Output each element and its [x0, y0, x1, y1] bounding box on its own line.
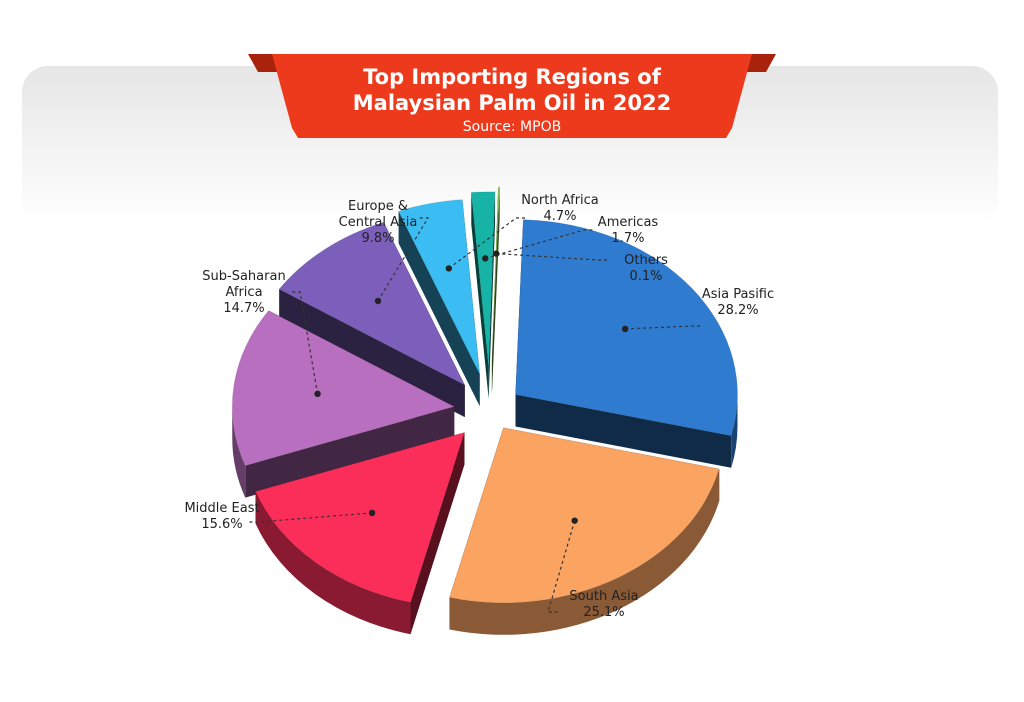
header-card	[22, 66, 998, 226]
slice-wall-europe-central-asia-start	[279, 289, 465, 418]
pie-slice-sub-saharan-africa[interactable]	[231, 309, 456, 467]
slice-side-sub-saharan-africa	[232, 406, 246, 498]
leader-line-north-africa	[448, 217, 526, 269]
title-banner: Top Importing Regions of Malaysian Palm …	[248, 54, 776, 138]
slice-value-north-africa: 4.7%	[543, 209, 576, 224]
slice-label-sub-saharan-africa-line1: Sub-Saharan	[202, 269, 285, 284]
pie-slice-europe-central-asia[interactable]	[278, 221, 466, 387]
leader-lines	[248, 217, 702, 613]
chart-source: Source: MPOB	[463, 119, 561, 135]
leader-dot-others	[493, 250, 500, 257]
leader-line-europe-central-asia	[377, 217, 430, 302]
slice-value-middle-east: 15.6%	[201, 517, 242, 532]
chart-title-line2: Malaysian Palm Oil in 2022	[353, 91, 671, 115]
banner-fold-left	[248, 54, 278, 72]
leader-dot-north-africa	[445, 265, 453, 272]
leader-dot-middle-east	[368, 509, 376, 517]
leader-dot-asia-pasific	[621, 325, 629, 333]
leader-dot-sub-saharan-africa	[314, 390, 321, 398]
slice-label-americas: Americas	[598, 215, 659, 230]
slice-label-asia-pasific: Asia Pasific	[702, 287, 774, 302]
slice-wall-others-end	[491, 187, 500, 395]
slice-wall-middle-east-start	[410, 432, 465, 635]
slice-wall-sub-saharan-africa-start	[245, 406, 455, 498]
slice-side-south-asia	[449, 469, 720, 635]
leader-dot-south-asia	[571, 517, 578, 524]
slice-value-europe-central-asia: 9.8%	[361, 231, 394, 246]
banner-fold-right	[746, 54, 776, 72]
slice-label-europe-central-asia-line2: Central Asia	[339, 215, 418, 230]
slice-label-north-africa: North Africa	[521, 193, 599, 208]
leader-line-americas	[485, 229, 594, 259]
leader-dot-europe-central-asia	[374, 297, 382, 305]
slice-wall-asia-pasific-end	[515, 394, 732, 468]
pie-slice-middle-east[interactable]	[254, 431, 466, 603]
slice-wall-americas-end	[488, 191, 496, 399]
pie-slice-americas[interactable]	[470, 191, 496, 367]
leader-line-others	[496, 252, 608, 261]
slice-side-asia-pasific	[731, 394, 738, 468]
slice-label-others: Others	[624, 253, 668, 268]
slice-label-europe-central-asia-line1: Europe &	[348, 199, 408, 214]
slice-value-americas: 1.7%	[611, 231, 644, 246]
slice-label-middle-east: Middle East	[184, 501, 259, 516]
pie-slice-south-asia[interactable]	[448, 427, 720, 604]
pie-slice-north-africa[interactable]	[397, 199, 481, 375]
leader-line-asia-pasific	[625, 325, 702, 330]
slice-wall-north-africa-start	[398, 211, 480, 407]
chart-title-line1: Top Importing Regions of	[363, 65, 662, 89]
slice-side-middle-east	[255, 491, 411, 635]
banner-ribbon	[272, 54, 752, 138]
pie-slices	[231, 186, 738, 604]
slice-value-sub-saharan-africa: 14.7%	[223, 301, 264, 316]
slice-label-south-asia: South Asia	[569, 589, 638, 604]
slice-wall-americas-start	[471, 192, 489, 399]
leader-line-sub-saharan-africa	[290, 291, 319, 394]
leader-line-south-asia	[547, 520, 576, 613]
leader-line-middle-east	[248, 512, 373, 523]
slice-value-asia-pasific: 28.2%	[717, 303, 758, 318]
slice-value-others: 0.1%	[629, 269, 662, 284]
pie-slice-others[interactable]	[491, 186, 501, 363]
leader-dot-americas	[482, 255, 489, 262]
slice-label-sub-saharan-africa-line2: Africa	[225, 285, 262, 300]
slice-value-south-asia: 25.1%	[583, 605, 624, 620]
